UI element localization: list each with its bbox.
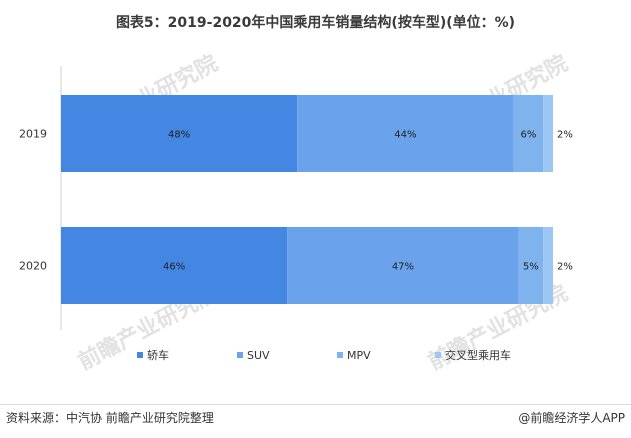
bar-2020-series-3: [543, 227, 553, 304]
source-note: 资料来源：中汽协 前瞻产业研究院整理: [6, 411, 214, 425]
brand-credit: @前瞻经济学人APP: [518, 411, 625, 425]
category-label-2020: 2020: [19, 260, 47, 273]
bar-2019-series-1: [297, 95, 514, 172]
bar-2019-series-0: [61, 95, 298, 172]
data-label-2019-series-0: 48%: [168, 130, 190, 141]
legend-label-1: SUV: [247, 349, 270, 362]
legend-swatch-0: [137, 352, 143, 358]
category-label-2019: 2019: [19, 128, 47, 141]
bar-2019-series-3: [543, 95, 553, 172]
data-label-2019-series-3: 2%: [557, 130, 573, 141]
legend-swatch-2: [337, 352, 343, 358]
legend-swatch-3: [435, 352, 441, 358]
bar-2020-series-1: [287, 227, 519, 304]
data-label-2020-series-2: 5%: [523, 262, 539, 273]
data-label-2019-series-1: 44%: [394, 130, 416, 141]
legend-label-2: MPV: [347, 349, 371, 362]
legend-label-0: 轿车: [147, 348, 169, 362]
bar-2020-series-2: [518, 227, 544, 304]
legend-label-3: 交叉型乘用车: [445, 348, 511, 362]
bar-2019-series-2: [513, 95, 544, 172]
chart-title: 图表5：2019-2020年中国乘用车销量结构(按车型)(单位：%): [115, 15, 516, 31]
footer-divider: [0, 404, 631, 405]
data-label-2019-series-2: 6%: [520, 130, 536, 141]
data-label-2020-series-0: 46%: [163, 262, 185, 273]
bar-2020-series-0: [61, 227, 288, 304]
data-label-2020-series-1: 47%: [392, 262, 414, 273]
legend-swatch-1: [237, 352, 243, 358]
data-label-2020-series-3: 2%: [557, 262, 573, 273]
